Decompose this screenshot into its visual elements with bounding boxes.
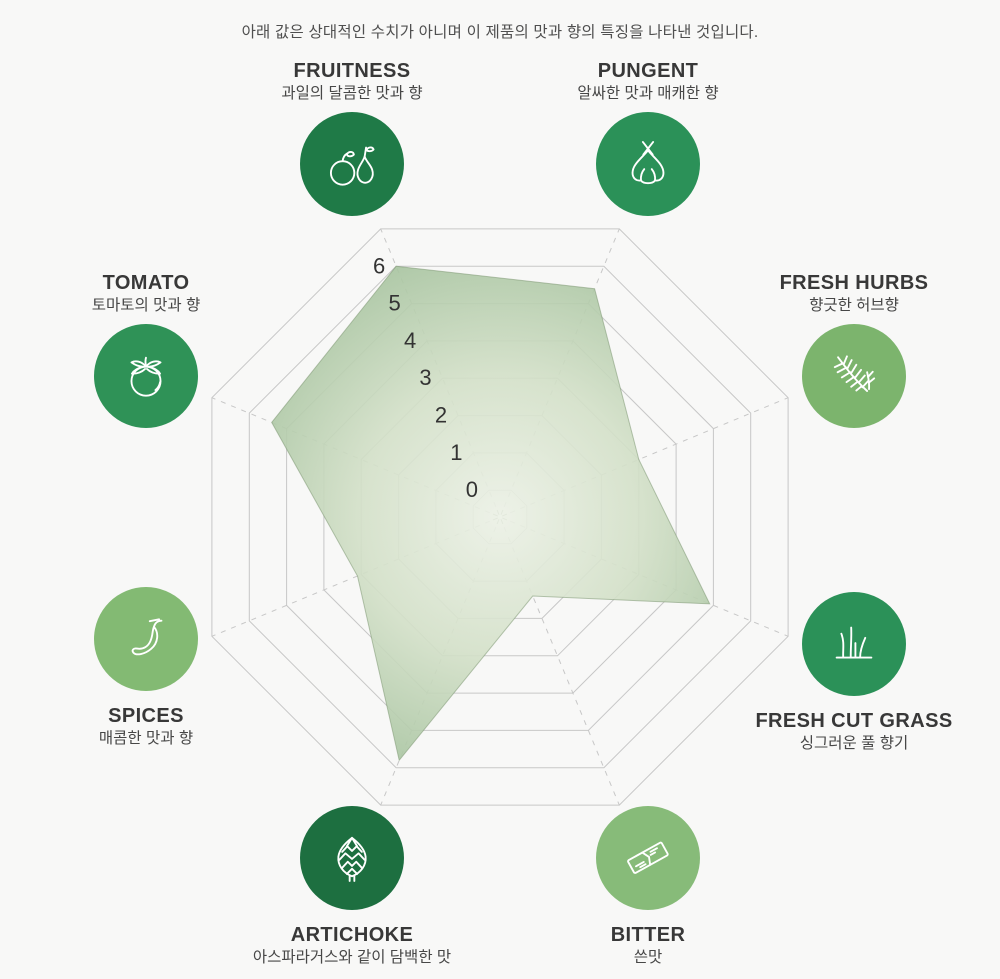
category-title: BITTER: [610, 924, 686, 946]
tomato-icon: [130, 356, 162, 397]
tick-label: 4: [404, 328, 416, 353]
category-title: FRUITNESS: [293, 60, 411, 82]
category-icon-circle: [802, 324, 906, 428]
grid-ring: [286, 303, 714, 731]
category-subtitle: 알싸한 맛과 매캐한 향: [577, 85, 719, 102]
category-artichoke: ARTICHOKE 아스파라거스와 같이 담백한 맛: [232, 806, 472, 967]
category-subtitle: 과일의 달콤한 맛과 향: [281, 85, 423, 102]
category-icon-circle: [596, 112, 700, 216]
category-title: TOMATO: [102, 272, 190, 294]
category-icon-circle: [596, 806, 700, 910]
category-pungent: PUNGENT 알싸한 맛과 매캐한 향: [528, 60, 768, 216]
category-icon-circle: [94, 587, 198, 691]
tick-label: 0: [466, 477, 478, 502]
category-icon-circle: [300, 806, 404, 910]
category-title: PUNGENT: [597, 60, 699, 82]
category-bitter: BITTER 쓴맛: [528, 806, 768, 967]
herb-sprig-icon: [833, 355, 876, 392]
category-subtitle: 싱그러운 풀 향기: [799, 735, 909, 752]
category-tomato: TOMATO 토마토의 맛과 향: [26, 272, 266, 428]
category-icon-circle: [300, 112, 404, 216]
grid-ring: [248, 265, 752, 769]
tick-label: 1: [450, 440, 462, 465]
category-subtitle: 토마토의 맛과 향: [91, 297, 201, 314]
category-title: FRESH HURBS: [779, 272, 929, 294]
apple-pear-icon: [329, 146, 375, 186]
category-subtitle: 아스파라거스와 같이 담백한 맛: [252, 949, 452, 966]
garlic-icon: [631, 141, 665, 185]
artichoke-icon: [337, 836, 367, 882]
category-title: ARTICHOKE: [290, 924, 414, 946]
chart-description: 아래 값은 상대적인 수치가 아니며 이 제품의 맛과 향의 특징을 나타낸 것…: [241, 24, 759, 41]
category-subtitle: 쓴맛: [633, 949, 663, 966]
tick-label: 3: [419, 365, 431, 390]
category-icon-circle: [94, 324, 198, 428]
category-spices: SPICES 매콤한 맛과 향: [26, 587, 266, 748]
grass-icon: [835, 626, 873, 659]
category-icon-circle: [802, 592, 906, 696]
tick-label: 5: [388, 291, 400, 316]
tick-label: 2: [435, 403, 447, 428]
chili-pepper-icon: [131, 618, 163, 656]
tick-label: 6: [373, 253, 385, 278]
category-subtitle: 향긋한 허브향: [809, 297, 899, 314]
category-fresh-cut-grass: FRESH CUT GRASS 싱그러운 풀 향기: [734, 592, 974, 753]
category-title: FRESH CUT GRASS: [755, 710, 953, 732]
category-subtitle: 매콤한 맛과 향: [98, 730, 194, 747]
bark-icon: [627, 841, 669, 874]
data-polygon: [271, 265, 711, 762]
category-fruitness: FRUITNESS 과일의 달콤한 맛과 향: [232, 60, 472, 216]
category-fresh-hurbs: FRESH HURBS 향긋한 허브향: [734, 272, 974, 428]
category-title: SPICES: [108, 705, 184, 727]
